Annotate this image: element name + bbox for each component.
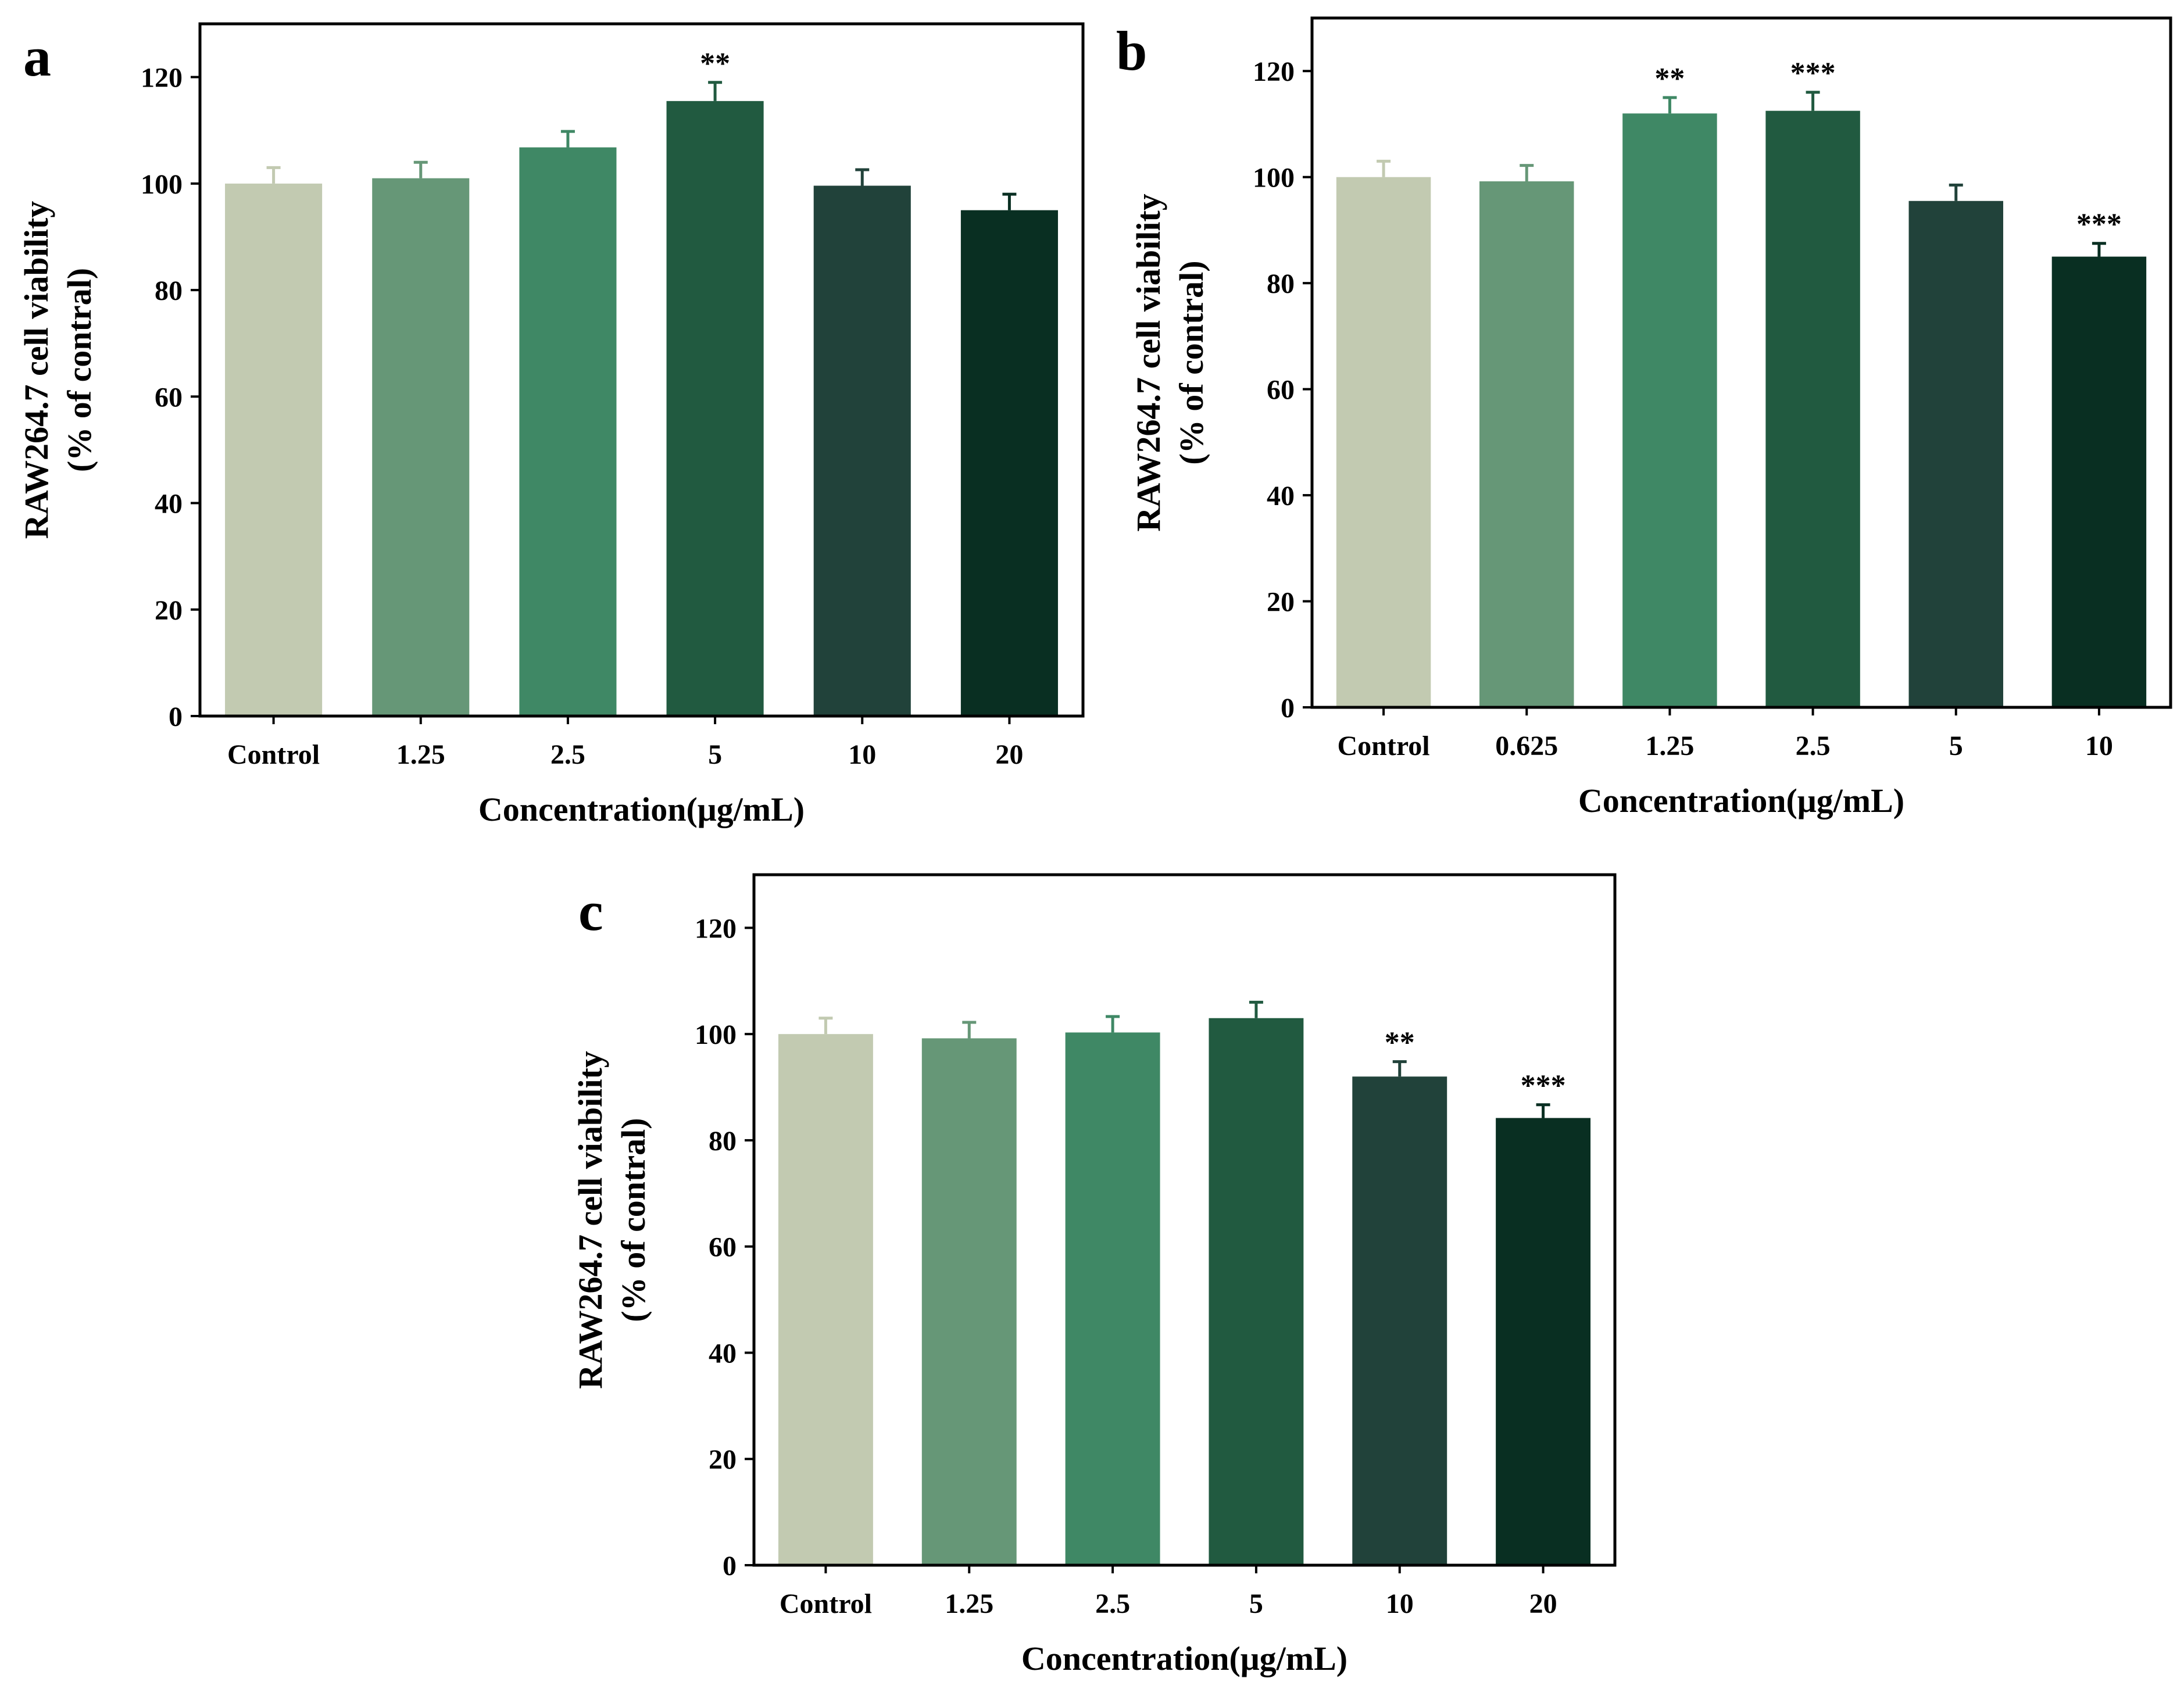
- chart-panel-a: a Control 1.25 2.5 ** 5 10 20 0 20 40 60 80 100 120 Con…: [17, 22, 1085, 828]
- y-tick-label: 80: [155, 275, 183, 306]
- y-tick-label: 100: [695, 1019, 737, 1050]
- x-axis-title: Concentration(μg/mL): [1021, 1640, 1347, 1677]
- x-tick-label: 2.5: [1796, 731, 1831, 761]
- y-tick-label: 0: [1281, 693, 1295, 724]
- x-axis-title: Concentration(μg/mL): [1578, 782, 1904, 820]
- significance-label: ***: [1790, 57, 1836, 90]
- bar: [519, 147, 617, 716]
- x-tick-label: 20: [995, 739, 1023, 770]
- y-axis-title: RAW264.7 cell viability: [17, 201, 55, 539]
- y-tick-label: 0: [723, 1551, 737, 1581]
- bar: [372, 178, 470, 717]
- x-tick-label: 5: [1949, 731, 1963, 761]
- x-tick-label: Control: [227, 739, 320, 770]
- y-axis-title: RAW264.7 cell viability: [1129, 194, 1167, 532]
- y-axis-subtitle: (% of contral): [60, 268, 98, 472]
- y-axis-subtitle: (% of contral): [614, 1118, 652, 1322]
- plot-frame: [198, 22, 1085, 718]
- panel-letter: b: [1116, 20, 1147, 82]
- bar: [1908, 201, 2003, 707]
- bar: [1209, 1018, 1304, 1565]
- bar: [1352, 1076, 1447, 1565]
- significance-label: ***: [2076, 208, 2122, 241]
- plot-frame: [1310, 16, 2172, 709]
- x-tick-label: Control: [780, 1588, 872, 1619]
- x-tick-label: 10: [2085, 731, 2113, 761]
- bar: [1065, 1032, 1160, 1565]
- y-tick-label: 60: [1267, 375, 1295, 406]
- y-tick-label: 120: [695, 913, 737, 944]
- plot-frame: [752, 873, 1617, 1567]
- y-tick-label: 20: [155, 595, 183, 626]
- bar: [225, 183, 323, 716]
- y-tick-label: 20: [1267, 587, 1295, 618]
- x-tick-label: 10: [848, 739, 876, 770]
- x-tick-label: Control: [1338, 731, 1430, 761]
- bar: [1336, 177, 1431, 707]
- y-axis-title: RAW264.7 cell viability: [571, 1051, 609, 1389]
- y-tick-label: 80: [1267, 269, 1295, 299]
- y-tick-label: 40: [155, 489, 183, 520]
- y-tick-label: 100: [1253, 163, 1295, 194]
- x-tick-label: 0.625: [1495, 731, 1558, 761]
- bar: [1622, 113, 1717, 707]
- bar: [960, 210, 1058, 717]
- y-tick-label: 100: [141, 169, 183, 200]
- bar: [1765, 110, 1860, 708]
- x-tick-label: 5: [708, 739, 722, 770]
- x-tick-label: 1.25: [1645, 731, 1694, 761]
- bar: [1479, 181, 1574, 707]
- significance-label: **: [700, 47, 730, 80]
- x-tick-label: 20: [1529, 1588, 1557, 1619]
- bar: [2051, 256, 2147, 707]
- x-tick-label: 2.5: [1095, 1588, 1130, 1619]
- chart-panel-c: c Control 1.25 2.5 5 ** 10 *** 20 0 20 40 60 80 100 120…: [571, 873, 1617, 1677]
- x-tick-label: 5: [1249, 1588, 1263, 1619]
- bar: [1496, 1118, 1591, 1565]
- y-tick-label: 60: [155, 382, 183, 413]
- x-axis-title: Concentration(μg/mL): [478, 790, 805, 828]
- x-tick-label: 1.25: [396, 739, 445, 770]
- panel-letter: a: [23, 26, 51, 88]
- x-tick-label: 2.5: [551, 739, 585, 770]
- y-tick-label: 120: [141, 63, 183, 94]
- y-tick-label: 60: [709, 1232, 737, 1263]
- y-tick-label: 80: [709, 1126, 737, 1157]
- y-tick-label: 40: [709, 1338, 737, 1369]
- bar: [921, 1038, 1017, 1565]
- y-tick-label: 0: [169, 702, 183, 732]
- bar: [778, 1034, 873, 1565]
- x-tick-label: 1.25: [945, 1588, 993, 1619]
- y-tick-label: 120: [1253, 56, 1295, 87]
- significance-label: ***: [1521, 1069, 1566, 1103]
- significance-label: **: [1385, 1026, 1415, 1060]
- y-tick-label: 40: [1267, 481, 1295, 511]
- y-axis-subtitle: (% of contral): [1173, 260, 1210, 464]
- y-tick-label: 20: [709, 1444, 737, 1475]
- x-tick-label: 10: [1386, 1588, 1414, 1619]
- panel-letter: c: [578, 880, 603, 942]
- significance-label: **: [1654, 62, 1685, 95]
- bar: [666, 101, 764, 717]
- bar: [813, 185, 911, 717]
